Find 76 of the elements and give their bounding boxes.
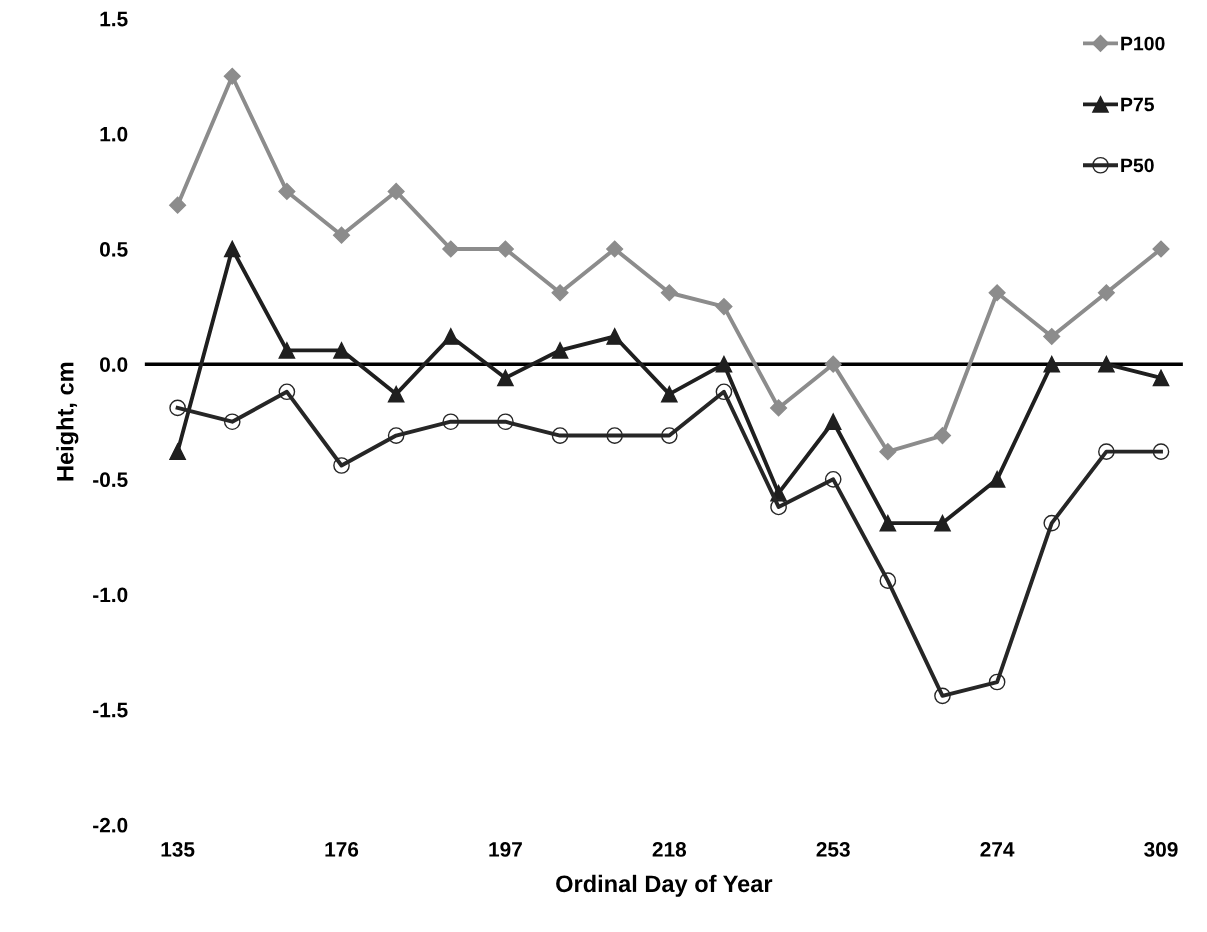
point (824, 470, 842, 488)
y-tick-label: 0.0 (100, 357, 128, 372)
point (497, 369, 514, 387)
point (1043, 355, 1061, 373)
point (551, 341, 569, 359)
point (169, 196, 187, 214)
legend-label: P50 (1121, 158, 1154, 173)
point (988, 470, 1006, 488)
point (770, 498, 787, 516)
point (824, 355, 842, 373)
x-tick-label: 274 (980, 842, 1015, 857)
point (387, 385, 405, 403)
point (223, 413, 241, 431)
point (1152, 240, 1170, 258)
y-tick-label: 1.0 (100, 126, 128, 142)
y-tick-label: -0.5 (93, 472, 128, 488)
point (496, 240, 514, 258)
y-axis-title: Height, cm (56, 362, 79, 481)
y-tick-label: 1.5 (100, 11, 128, 27)
legend-label: P100 (1121, 36, 1165, 51)
point (660, 427, 678, 444)
point (278, 182, 296, 200)
x-tick-label: 197 (489, 842, 522, 857)
point (934, 514, 951, 532)
point (442, 328, 460, 345)
point (278, 341, 296, 359)
point (169, 399, 186, 417)
point (169, 443, 186, 461)
point (934, 687, 951, 705)
point (223, 67, 241, 85)
x-tick-label: 309 (1144, 842, 1178, 857)
point (1152, 443, 1170, 461)
point (770, 399, 788, 417)
point (715, 298, 733, 316)
point (824, 413, 842, 431)
y-tick-label: -2.0 (93, 817, 128, 833)
point (660, 284, 678, 302)
point (223, 240, 241, 258)
point (278, 383, 296, 401)
x-tick-label: 176 (325, 842, 359, 857)
point (1152, 369, 1170, 387)
point (333, 457, 350, 474)
point (715, 383, 733, 401)
point (442, 240, 460, 258)
point (1043, 514, 1061, 532)
point (606, 427, 624, 444)
y-tick-label: -1.5 (93, 702, 128, 718)
point (1043, 327, 1061, 346)
point (988, 673, 1006, 691)
x-tick-label: 135 (161, 842, 195, 857)
point (387, 182, 405, 200)
point (442, 413, 460, 431)
x-tick-label: 253 (816, 842, 850, 857)
point (551, 427, 569, 444)
x-tick-label: 218 (652, 842, 687, 857)
point (606, 240, 624, 258)
point (332, 226, 351, 244)
point (715, 355, 733, 373)
point (879, 572, 897, 589)
x-axis-title: Ordinal Day of Year (556, 874, 773, 897)
point (497, 413, 514, 431)
point (933, 426, 952, 445)
point (988, 284, 1006, 302)
y-tick-label: -1.0 (93, 587, 128, 603)
point (333, 341, 350, 359)
y-tick-label: 0.5 (100, 241, 128, 257)
point (551, 284, 569, 302)
point (1098, 443, 1115, 461)
point (606, 328, 624, 345)
legend-label: P75 (1121, 97, 1155, 112)
point (1098, 355, 1115, 373)
point (879, 443, 897, 461)
point (1097, 284, 1115, 302)
point (879, 514, 897, 532)
point (660, 385, 678, 403)
point (387, 427, 405, 444)
